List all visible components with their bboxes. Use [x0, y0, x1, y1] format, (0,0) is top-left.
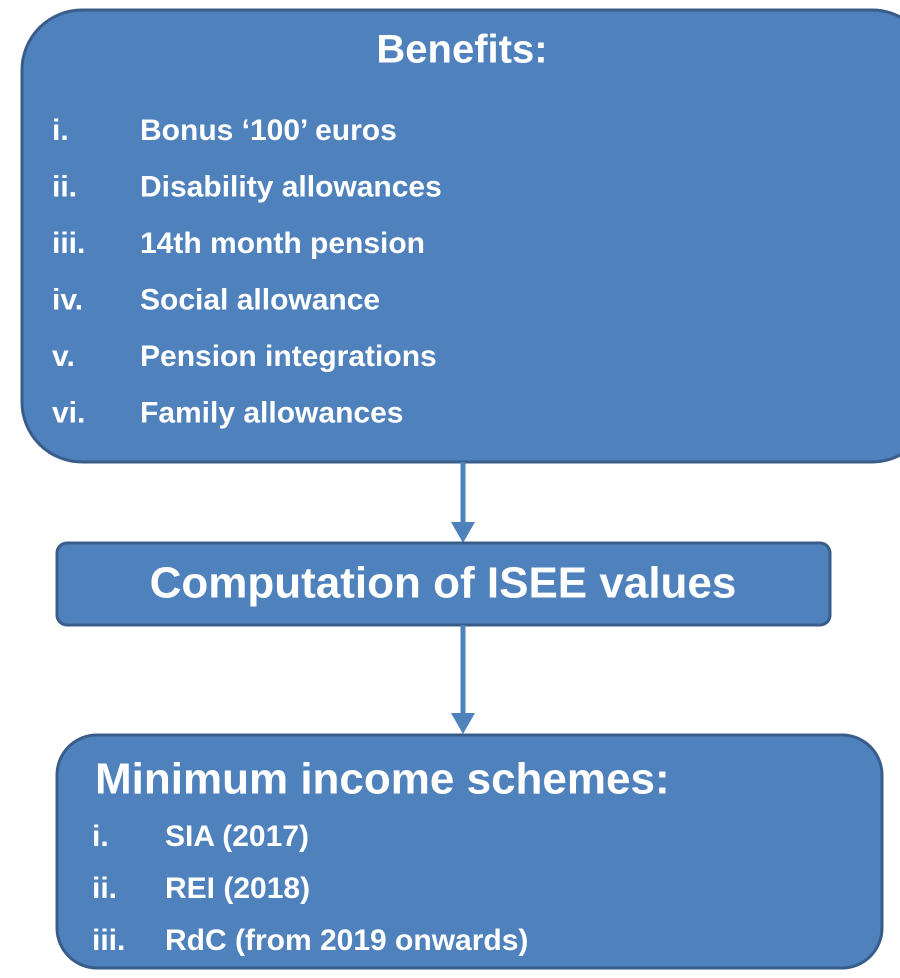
item-numeral: iii. — [52, 227, 85, 260]
item-numeral: iii. — [92, 924, 125, 957]
item-numeral: ii. — [92, 872, 117, 905]
min-income-box — [55, 733, 884, 970]
item-text: RdC (from 2019 onwards) — [165, 924, 528, 957]
node-title: Computation of ISEE values — [150, 559, 737, 608]
isee-box — [55, 541, 832, 627]
item-text: Bonus ‘100’ euros — [140, 114, 397, 147]
item-text: Social allowance — [140, 283, 380, 316]
node-title: Minimum income schemes: — [95, 755, 670, 804]
arrowhead — [451, 713, 475, 734]
item-numeral: i. — [92, 820, 109, 853]
item-text: 14th month pension — [140, 227, 425, 260]
item-text: Pension integrations — [140, 340, 437, 373]
item-text: Family allowances — [140, 396, 403, 429]
item-numeral: iv. — [52, 283, 83, 316]
arrowhead — [451, 522, 475, 543]
item-numeral: ii. — [52, 170, 77, 203]
item-text: SIA (2017) — [165, 820, 309, 853]
item-text: REI (2018) — [165, 872, 310, 905]
node-title: Benefits: — [376, 28, 547, 72]
item-numeral: vi. — [52, 396, 85, 429]
item-text: Disability allowances — [140, 170, 442, 203]
item-numeral: v. — [52, 340, 75, 373]
benefits-box — [20, 8, 900, 464]
item-numeral: i. — [52, 114, 69, 147]
